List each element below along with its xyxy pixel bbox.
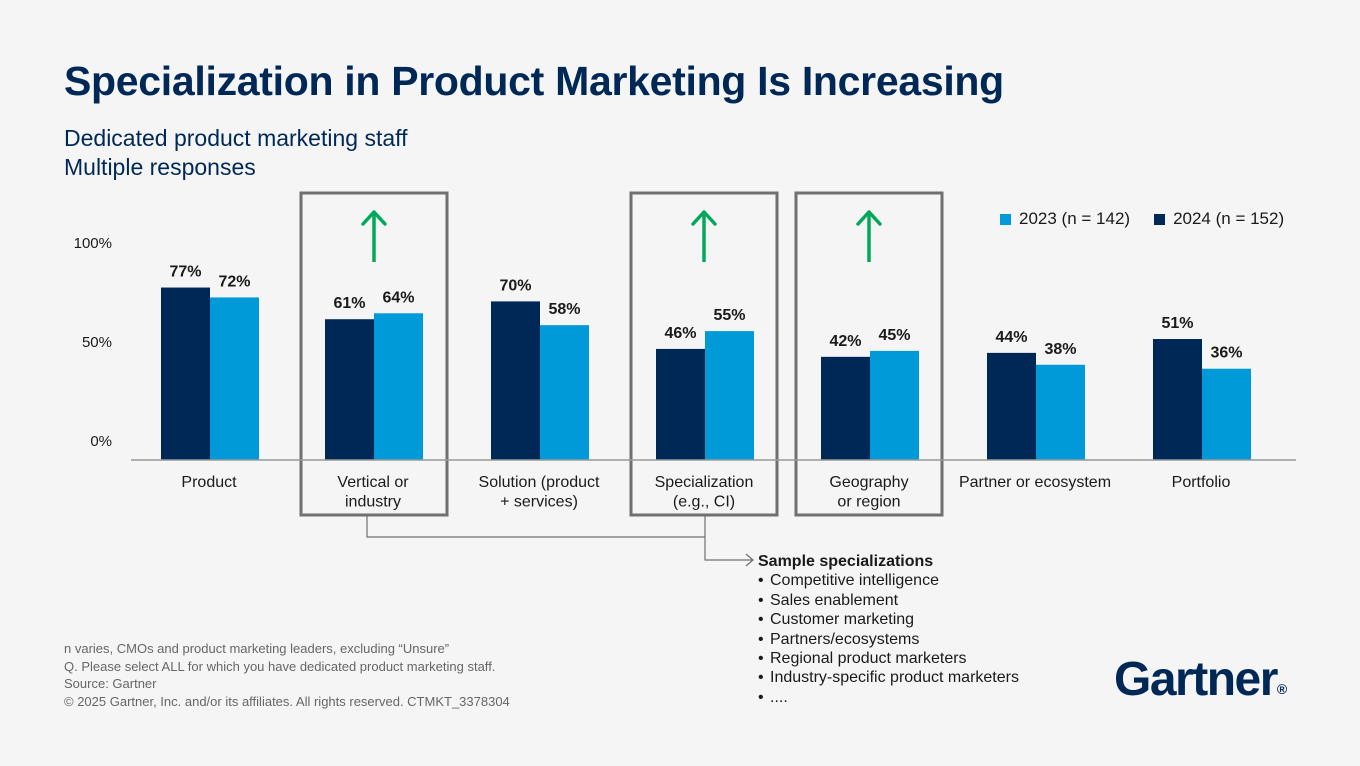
bar-2023 — [491, 301, 540, 460]
data-label: 36% — [1210, 345, 1242, 362]
bar-2023 — [987, 352, 1036, 460]
data-label: 70% — [499, 277, 531, 294]
data-label: 46% — [664, 325, 696, 342]
data-label: 44% — [995, 329, 1027, 346]
bar-2023 — [1153, 339, 1202, 460]
bar-2024 — [374, 313, 423, 460]
up-arrow-head-icon — [361, 210, 387, 226]
x-tick-label: Portfolio — [1172, 474, 1231, 491]
x-tick-label: + services) — [500, 494, 578, 511]
callout-item: .... — [758, 688, 1019, 707]
callout-list: Competitive intelligence Sales enablemen… — [758, 571, 1019, 707]
data-label: 42% — [829, 333, 861, 350]
data-label: 72% — [218, 273, 250, 290]
footnote-question: Q. Please select ALL for which you have … — [64, 658, 496, 674]
bar-2024 — [210, 297, 259, 460]
sample-specializations-callout: Sample specializations Competitive intel… — [758, 552, 1019, 707]
y-tick-label: 50% — [82, 334, 112, 351]
highlight-box — [629, 191, 779, 517]
callout-item: Sales enablement — [758, 591, 1019, 610]
bar-2024 — [705, 331, 754, 460]
callout-arrow-icon — [745, 553, 754, 567]
legend-label-2023: 2023 (n = 142) — [1019, 209, 1131, 228]
y-tick-label: 0% — [90, 433, 112, 450]
callout-connector — [704, 516, 753, 561]
footnotes: n varies, CMOs and product marketing lea… — [64, 640, 510, 710]
page-title: Specialization in Product Marketing Is I… — [64, 58, 1004, 104]
highlight-box — [299, 191, 449, 517]
data-label: 58% — [548, 301, 580, 318]
y-tick-label: 100% — [74, 235, 112, 252]
footnote-sample: n varies, CMOs and product marketing lea… — [64, 641, 450, 656]
legend-item-2024: 2024 (n = 152) — [1154, 209, 1284, 229]
footnote-copyright: © 2025 Gartner, Inc. and/or its affiliat… — [64, 693, 510, 709]
subtitle-line-2: Multiple responses — [64, 154, 256, 180]
callout-connector — [366, 516, 705, 538]
callout-item: Industry-specific product marketers — [758, 668, 1019, 687]
chart-legend: 2023 (n = 142) 2024 (n = 152) — [1000, 209, 1284, 229]
x-tick-label: or region — [837, 494, 900, 511]
callout-item: Partners/ecosystems — [758, 630, 1019, 649]
bar-2024 — [870, 350, 919, 460]
callout-item: Customer marketing — [758, 610, 1019, 629]
bar-2023 — [656, 348, 705, 460]
legend-swatch-2023 — [1000, 213, 1011, 225]
footnote-source: Source: Gartner — [64, 676, 157, 691]
subtitle-line-1: Dedicated product marketing staff — [64, 125, 408, 151]
x-tick-label: (e.g., CI) — [673, 494, 735, 511]
legend-label-2024: 2024 (n = 152) — [1173, 209, 1285, 228]
legend-swatch-2024 — [1154, 213, 1166, 225]
legend-item-2023: 2023 (n = 142) — [1000, 209, 1130, 229]
data-label: 61% — [333, 295, 365, 312]
gartner-logo: Gartner® — [1114, 652, 1287, 707]
bar-2023 — [325, 319, 374, 460]
bar-2023 — [821, 356, 870, 460]
x-tick-label: Geography — [829, 474, 908, 491]
logo-registered-mark: ® — [1276, 681, 1288, 697]
highlight-box — [794, 191, 944, 517]
callout-title: Sample specializations — [758, 553, 934, 570]
x-tick-label: Product — [181, 474, 237, 491]
data-label: 51% — [1161, 315, 1193, 332]
subtitle: Dedicated product marketing staff Multip… — [64, 124, 407, 182]
x-tick-label: Specialization — [655, 474, 754, 491]
x-tick-label: industry — [345, 494, 401, 511]
data-label: 38% — [1044, 341, 1076, 358]
logo-text: Gartner — [1114, 653, 1278, 706]
up-arrow-head-icon — [856, 210, 882, 226]
callout-item: Competitive intelligence — [758, 571, 1019, 590]
data-label: 77% — [169, 264, 201, 281]
data-label: 55% — [713, 307, 745, 324]
callout-item: Regional product marketers — [758, 649, 1019, 668]
up-arrow-head-icon — [691, 210, 717, 226]
x-tick-label: Partner or ecosystem — [959, 474, 1111, 491]
x-tick-label: Solution (product — [479, 474, 601, 491]
bar-2024 — [1202, 368, 1251, 460]
x-tick-label: Vertical or — [337, 474, 409, 491]
bar-2023 — [161, 287, 210, 460]
data-label: 64% — [382, 289, 414, 306]
bar-2024 — [1036, 364, 1085, 460]
bar-2024 — [540, 325, 589, 460]
data-label: 45% — [878, 327, 910, 344]
